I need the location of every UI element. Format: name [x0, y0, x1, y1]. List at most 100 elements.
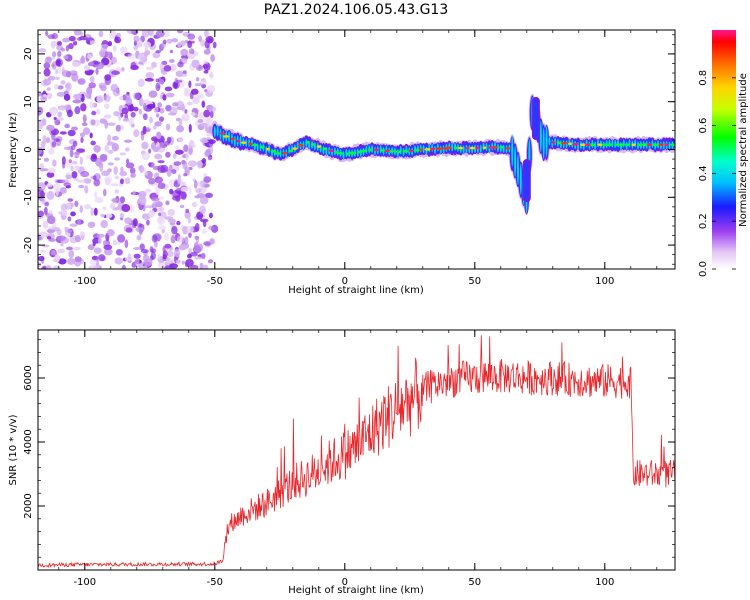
noise-speckle	[142, 113, 148, 121]
noise-speckle	[40, 140, 46, 149]
ridge-peak	[637, 143, 643, 147]
ridge-inner	[462, 145, 465, 154]
noise-speckle	[121, 204, 131, 213]
noise-speckle	[46, 92, 53, 100]
ridge-peak	[435, 147, 443, 150]
noise-speckle	[186, 101, 193, 106]
noise-speckle	[154, 146, 161, 150]
noise-speckle	[93, 207, 98, 216]
noise-speckle	[188, 123, 192, 133]
noise-speckle	[144, 171, 149, 176]
noise-speckle	[88, 82, 97, 89]
noise-speckle	[115, 124, 121, 132]
noise-speckle	[83, 178, 92, 184]
noise-speckle	[137, 78, 145, 88]
spectrogram-xlabel: Height of straight line (km)	[288, 285, 424, 296]
noise-speckle	[115, 248, 123, 256]
noise-speckle	[43, 68, 51, 77]
noise-speckle	[199, 205, 206, 215]
noise-speckle	[208, 212, 213, 219]
noise-speckle	[38, 91, 42, 97]
noise-speckle	[59, 131, 67, 135]
noise-speckle	[120, 166, 124, 173]
noise-speckle	[200, 122, 208, 127]
noise-speckle	[129, 167, 136, 175]
noise-speckle	[48, 226, 56, 230]
noise-speckle	[159, 78, 165, 85]
noise-speckle	[38, 124, 44, 130]
noise-speckle	[209, 71, 214, 79]
ridge-inner	[571, 139, 574, 148]
noise-speckle	[148, 148, 152, 154]
noise-speckle	[56, 91, 66, 97]
ridge-peak	[346, 152, 351, 156]
ridge-peak	[380, 149, 386, 152]
noise-speckle	[38, 142, 42, 147]
noise-speckle	[81, 122, 88, 127]
ridge-peak	[230, 137, 235, 141]
noise-speckle	[181, 260, 185, 265]
ridge-peak	[413, 148, 421, 152]
noise-speckle	[177, 42, 182, 48]
ridge-peak	[360, 149, 367, 153]
noise-speckle	[171, 226, 178, 235]
noise-speckle	[89, 101, 95, 108]
ridge-inner	[322, 146, 325, 155]
noise-speckle	[204, 150, 210, 157]
noise-speckle	[87, 244, 95, 251]
noise-speckle	[107, 168, 112, 173]
noise-speckle	[141, 141, 149, 150]
noise-speckle	[185, 258, 194, 267]
noise-speckle	[143, 41, 152, 48]
noise-speckle	[65, 174, 73, 180]
ridge-peak	[328, 149, 334, 153]
snr-y-tick-label: 4000	[23, 429, 34, 454]
noise-speckle	[185, 208, 190, 214]
noise-speckle	[47, 34, 56, 40]
ridge-inner	[405, 145, 408, 154]
noise-speckle	[183, 173, 188, 177]
noise-speckle	[134, 257, 140, 267]
noise-speckle	[201, 252, 206, 260]
noise-speckle	[68, 43, 74, 50]
noise-speckle	[157, 102, 162, 108]
ridge-peak	[389, 150, 395, 153]
noise-speckle	[141, 152, 150, 161]
noise-speckle	[155, 50, 161, 54]
ridge-inner	[597, 139, 600, 148]
noise-speckle	[122, 118, 130, 122]
noise-speckle	[171, 38, 179, 43]
ridge-peak	[395, 150, 402, 154]
noise-speckle	[80, 136, 84, 144]
noise-speckle	[44, 56, 52, 64]
noise-speckle	[46, 182, 53, 188]
noise-speckle	[133, 92, 141, 100]
noise-speckle	[94, 119, 100, 127]
ridge-peak	[624, 143, 631, 147]
noise-speckle	[169, 188, 174, 195]
noise-speckle	[84, 66, 91, 71]
noise-speckle	[55, 58, 64, 68]
noise-speckle	[210, 54, 216, 63]
noise-speckle	[149, 246, 154, 253]
noise-speckle	[194, 256, 202, 260]
noise-speckle	[87, 221, 96, 229]
noise-speckle	[149, 116, 153, 124]
ridge-inner	[436, 143, 439, 152]
noise-speckle	[111, 143, 119, 152]
noise-speckle	[119, 170, 127, 177]
ridge-peak	[424, 148, 431, 151]
noise-speckle	[164, 86, 173, 92]
noise-speckle	[203, 176, 212, 183]
colorbar-tick-label: 0.8	[698, 70, 709, 86]
noise-speckle	[85, 92, 92, 99]
noise-speckle	[73, 30, 82, 36]
ridge-inner	[619, 141, 622, 151]
noise-speckle	[72, 99, 82, 104]
noise-speckle	[68, 249, 75, 259]
noise-speckle	[148, 177, 156, 185]
noise-speckle	[174, 145, 180, 149]
noise-speckle	[109, 202, 116, 210]
noise-speckle	[119, 152, 126, 156]
noise-speckle	[177, 136, 184, 143]
